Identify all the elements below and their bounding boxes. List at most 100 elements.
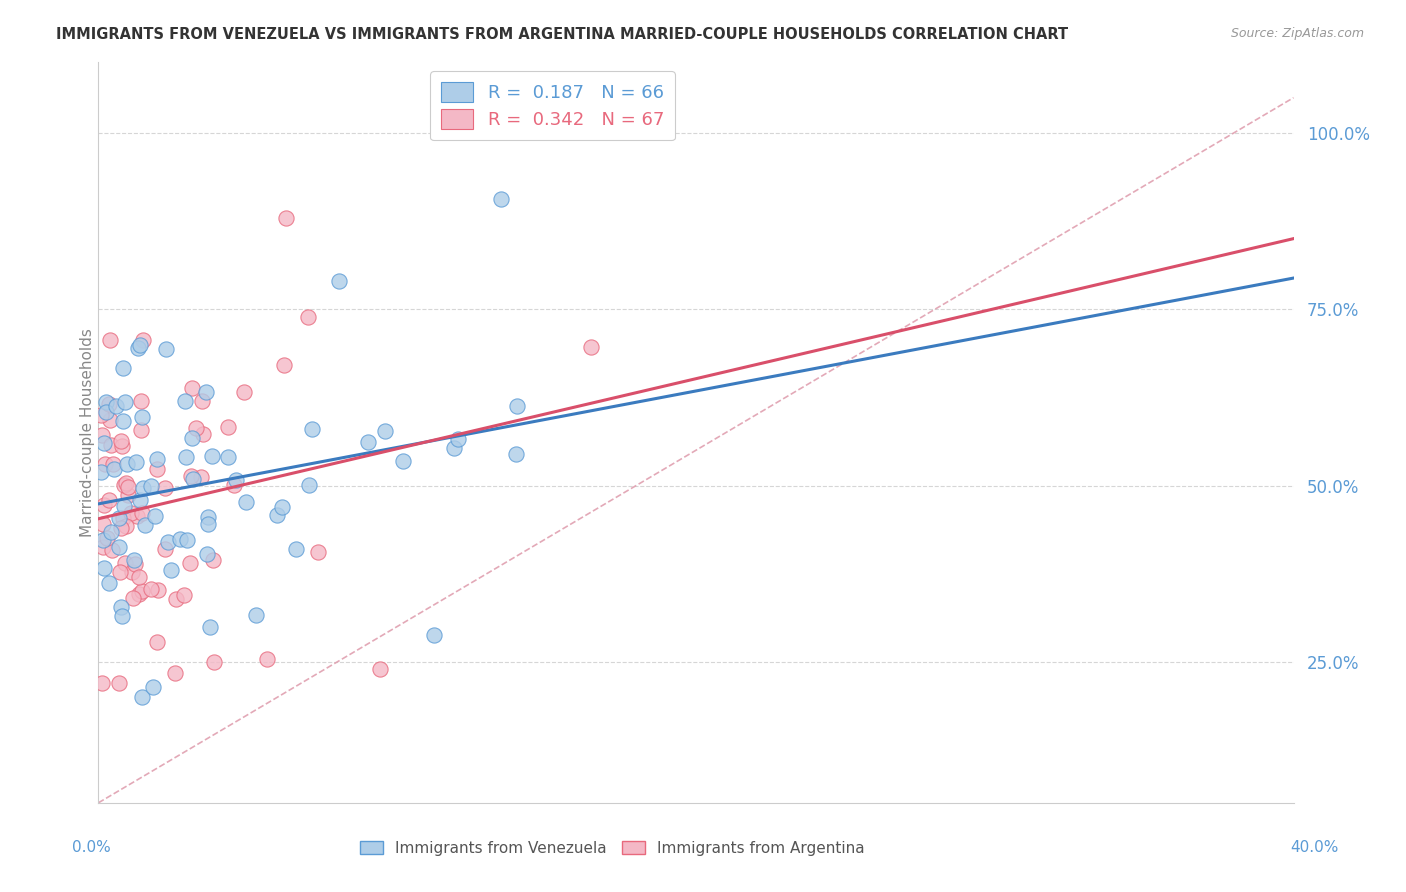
Text: 40.0%: 40.0% xyxy=(1291,840,1339,855)
Point xyxy=(98,397,121,411)
Point xyxy=(145,634,167,648)
Point xyxy=(134,517,156,532)
Point xyxy=(131,690,153,704)
Point xyxy=(117,480,139,494)
Point xyxy=(91,428,114,442)
Point xyxy=(91,533,114,548)
Point xyxy=(190,469,212,483)
Point xyxy=(129,394,152,409)
Point xyxy=(181,431,204,445)
Point xyxy=(141,479,163,493)
Point xyxy=(579,340,602,354)
Point xyxy=(132,334,155,348)
Point xyxy=(505,447,527,461)
Point xyxy=(103,462,125,476)
Point xyxy=(107,511,129,525)
Point xyxy=(98,576,121,591)
Point xyxy=(153,481,176,495)
Point xyxy=(146,452,169,467)
Point xyxy=(110,434,132,449)
Point xyxy=(176,533,198,548)
Point xyxy=(101,542,124,557)
Point xyxy=(370,662,392,676)
Point xyxy=(392,454,415,468)
Point xyxy=(93,561,115,575)
Point xyxy=(142,681,165,695)
Point xyxy=(128,493,150,508)
Point xyxy=(100,437,122,451)
Point xyxy=(94,395,117,409)
Point xyxy=(122,553,145,567)
Point xyxy=(94,457,117,471)
Point xyxy=(146,583,169,598)
Point xyxy=(200,620,222,634)
Point xyxy=(200,450,222,464)
Point xyxy=(143,508,166,523)
Point xyxy=(194,384,217,399)
Point xyxy=(93,498,115,512)
Point xyxy=(197,510,219,524)
Point xyxy=(110,566,132,580)
Point xyxy=(111,608,134,623)
Point xyxy=(101,457,124,471)
Point xyxy=(114,556,136,570)
Point xyxy=(110,520,132,534)
Point xyxy=(115,476,138,491)
Point xyxy=(155,342,177,356)
Point xyxy=(93,436,115,450)
Point xyxy=(284,541,307,556)
Point xyxy=(112,478,135,492)
Point xyxy=(276,211,298,225)
Point xyxy=(110,600,132,615)
Point xyxy=(107,540,129,554)
Point xyxy=(105,399,128,413)
Point xyxy=(301,422,323,436)
Point xyxy=(191,393,214,408)
Y-axis label: Married-couple Households: Married-couple Households xyxy=(80,328,94,537)
Point xyxy=(112,511,135,525)
Point xyxy=(91,676,114,690)
Point xyxy=(90,408,112,422)
Point xyxy=(117,488,139,502)
Point xyxy=(271,500,294,514)
Point xyxy=(131,583,153,598)
Point xyxy=(297,310,319,325)
Point xyxy=(111,414,134,428)
Point xyxy=(127,341,149,355)
Point xyxy=(96,405,118,419)
Point xyxy=(97,492,120,507)
Point xyxy=(197,516,219,531)
Point xyxy=(165,591,187,606)
Point xyxy=(128,587,150,601)
Point xyxy=(328,274,350,288)
Point xyxy=(256,651,278,665)
Point xyxy=(266,508,288,522)
Point xyxy=(160,563,183,577)
Point xyxy=(173,589,195,603)
Point xyxy=(184,421,207,435)
Point xyxy=(235,495,257,509)
Point xyxy=(447,432,470,446)
Point xyxy=(169,532,191,546)
Point xyxy=(111,439,134,453)
Point xyxy=(374,425,396,439)
Point xyxy=(125,455,148,469)
Point xyxy=(201,553,224,567)
Point xyxy=(98,413,121,427)
Point xyxy=(114,395,136,409)
Point xyxy=(245,607,267,622)
Point xyxy=(121,591,143,605)
Text: 0.0%: 0.0% xyxy=(72,840,111,855)
Point xyxy=(91,516,114,531)
Point xyxy=(125,509,148,524)
Point xyxy=(131,506,153,520)
Point xyxy=(115,519,138,533)
Point xyxy=(506,399,529,413)
Point xyxy=(422,627,444,641)
Point xyxy=(307,545,329,559)
Point xyxy=(222,478,245,492)
Point xyxy=(128,338,150,352)
Point xyxy=(146,462,169,476)
Point xyxy=(491,192,513,206)
Point xyxy=(93,540,115,554)
